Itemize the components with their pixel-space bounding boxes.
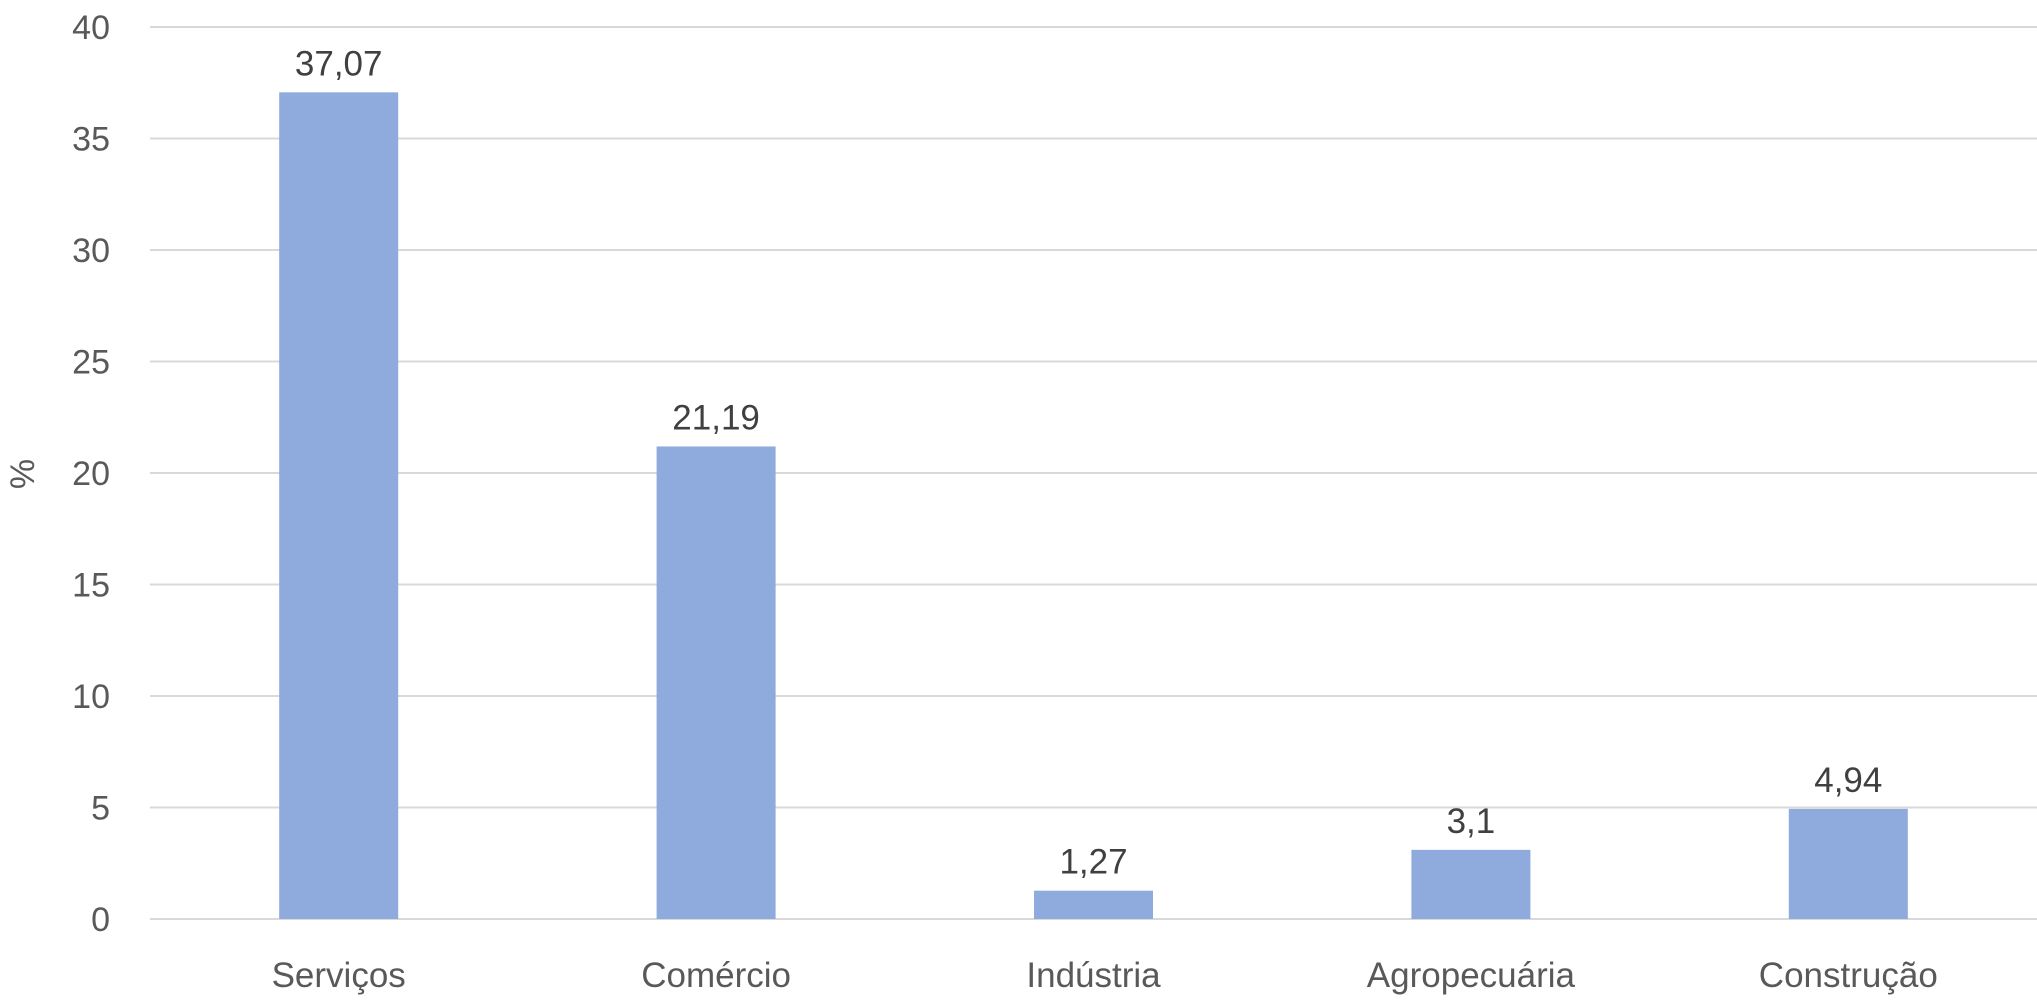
bars [279, 92, 1908, 920]
x-category-label: Serviços [272, 956, 406, 995]
bar-4 [1788, 808, 1908, 919]
data-label: 3,1 [1447, 802, 1496, 841]
x-category-label: Indústria [1026, 956, 1161, 995]
bar-1 [656, 446, 776, 919]
y-tick-label: 0 [91, 901, 110, 939]
x-category-label: Comércio [641, 956, 791, 995]
x-category-label: Agropecuária [1367, 956, 1576, 995]
bar-2 [1034, 890, 1153, 919]
y-tick-label: 20 [72, 455, 110, 493]
data-label: 4,94 [1814, 761, 1882, 800]
y-tick-label: 35 [72, 121, 110, 159]
data-label: 1,27 [1059, 843, 1127, 882]
bar-3 [1411, 849, 1531, 919]
gridlines [150, 26, 2037, 920]
data-label: 37,07 [295, 44, 383, 83]
y-axis-ticks: 0 5 10 15 20 25 30 35 40 [72, 9, 110, 939]
y-tick-label: 15 [72, 567, 110, 605]
y-tick-label: 30 [72, 232, 110, 270]
x-axis-categories: Serviços Comércio Indústria Agropecuária Con… [272, 956, 1938, 995]
y-tick-label: 10 [72, 678, 110, 716]
y-tick-label: 40 [72, 9, 110, 47]
x-category-label: Construção [1759, 956, 1938, 995]
data-label: 21,19 [672, 398, 760, 437]
y-axis-title: % [4, 459, 42, 489]
bar-0 [279, 92, 399, 920]
y-tick-label: 5 [91, 790, 110, 828]
y-tick-label: 25 [72, 344, 110, 382]
data-labels: 37,07 21,19 1,27 3,1 4,94 [295, 44, 1882, 881]
